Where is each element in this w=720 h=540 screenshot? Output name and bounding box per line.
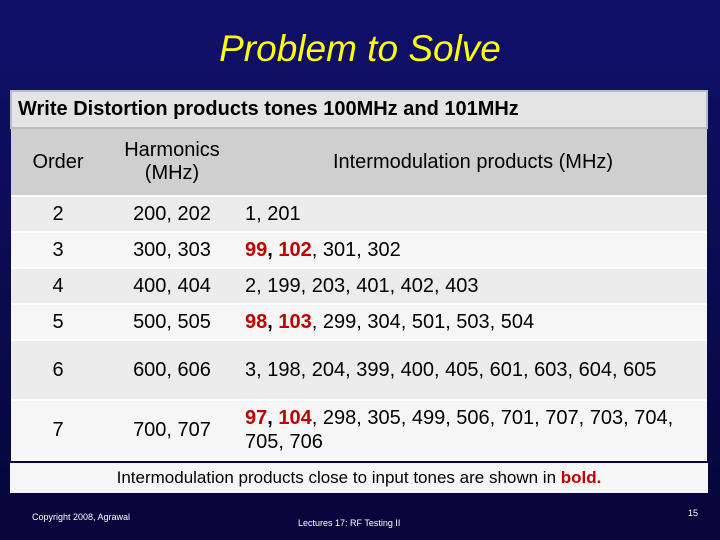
text-segment: 1, 201: [245, 203, 301, 225]
table-row: 4 400, 404 2, 199, 203, 401, 402, 403: [11, 268, 707, 305]
note: Intermodulation products close to input …: [10, 463, 708, 493]
slide-title: Problem to Solve: [219, 28, 501, 69]
copyright: Copyright 2008, Agrawal: [32, 512, 131, 522]
table-row: 6 600, 606 3, 198, 204, 399, 400, 405, 601…: [11, 340, 707, 401]
order-cell: 5: [11, 304, 105, 341]
text-segment: 103: [272, 311, 312, 333]
text-segment: bold.: [560, 468, 602, 487]
text-segment: ,: [267, 311, 273, 333]
intermod-cell: 1, 201: [239, 196, 707, 233]
text-segment: 99: [245, 239, 268, 261]
column-header: Intermodulation products (MHz): [239, 128, 707, 197]
intermod-cell: 2, 199, 203, 401, 402, 403: [239, 268, 707, 305]
intermod-cell: 97, 104, 298, 305, 499, 506, 701, 707, 7…: [239, 400, 707, 461]
harmonics-cell: 400, 404: [105, 268, 239, 305]
table-row: 7 700, 707 97, 104, 298, 305, 499, 506, 70…: [11, 400, 707, 461]
harmonics-cell: 500, 505: [105, 304, 239, 341]
order-cell: 2: [11, 196, 105, 233]
text-segment: 97: [245, 407, 268, 429]
column-header: Order: [11, 128, 105, 197]
harmonics-cell: 200, 202: [105, 196, 239, 233]
table: Write Distortion products tones 100MHz a…: [10, 90, 708, 461]
text-segment: 3, 198, 204, 399, 400, 405, 601, 603, 60…: [245, 359, 657, 381]
text-segment: 102: [272, 239, 312, 261]
table-row: 5 500, 505 98, 103, 299, 304, 501, 503, 50…: [11, 304, 707, 341]
intermod-cell: 3, 198, 204, 399, 400, 405, 601, 603, 60…: [239, 340, 707, 401]
table-caption: Write Distortion products tones 100MHz a…: [10, 90, 708, 129]
harmonics-cell: 300, 303: [105, 232, 239, 269]
text-segment: , 301, 302: [311, 239, 401, 261]
intermod-cell: 99, 102, 301, 302: [239, 232, 707, 269]
text-segment: 98: [245, 311, 268, 333]
order-cell: 7: [11, 400, 105, 461]
lecture: Lectures 17: RF Testing II: [298, 518, 401, 528]
text-segment: , 299, 304, 501, 503, 504: [311, 311, 535, 333]
text-segment: , 298, 305, 499, 506, 701, 707, 703, 704…: [245, 407, 674, 453]
text-segment: ,: [267, 407, 273, 429]
header-row: Order Harmonics (MHz) Intermodulation pr…: [11, 128, 707, 197]
table-row: 2 200, 202 1, 201: [11, 196, 707, 233]
text-segment: Intermodulation products close to input …: [116, 468, 561, 487]
intermod-cell: 98, 103, 299, 304, 501, 503, 504: [239, 304, 707, 341]
harmonics-cell: 600, 606: [105, 340, 239, 401]
order-cell: 4: [11, 268, 105, 305]
text-segment: ,: [267, 239, 273, 261]
column-header: Harmonics (MHz): [105, 128, 239, 197]
harmonics-cell: 700, 707: [105, 400, 239, 461]
order-cell: 6: [11, 340, 105, 401]
text-segment: 104: [272, 407, 312, 429]
order-cell: 3: [11, 232, 105, 269]
text-segment: 2, 199, 203, 401, 402, 403: [245, 275, 479, 297]
table-row: 3 300, 303 99, 102, 301, 302: [11, 232, 707, 269]
page-number: 15: [688, 508, 699, 518]
